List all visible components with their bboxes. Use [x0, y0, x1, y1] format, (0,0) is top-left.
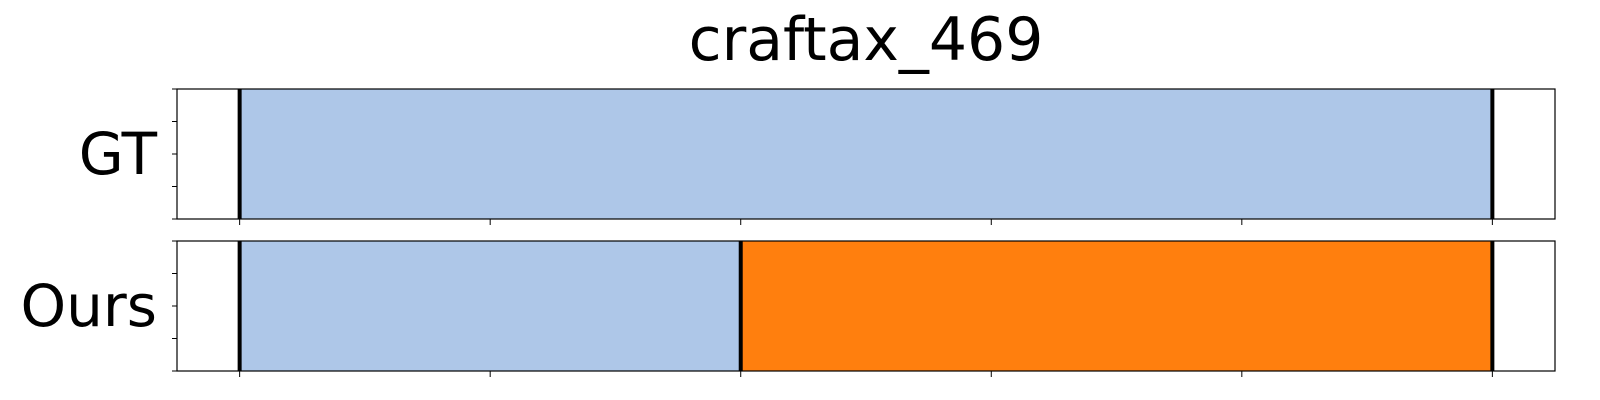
segment-ours-1	[740, 241, 1493, 371]
row-label-gt: GT	[78, 120, 157, 188]
segment-gt-0	[239, 89, 1493, 219]
row-label-ours: Ours	[20, 272, 157, 340]
segment-ours-0	[239, 241, 741, 371]
chart-title: craftax_469	[688, 5, 1044, 75]
